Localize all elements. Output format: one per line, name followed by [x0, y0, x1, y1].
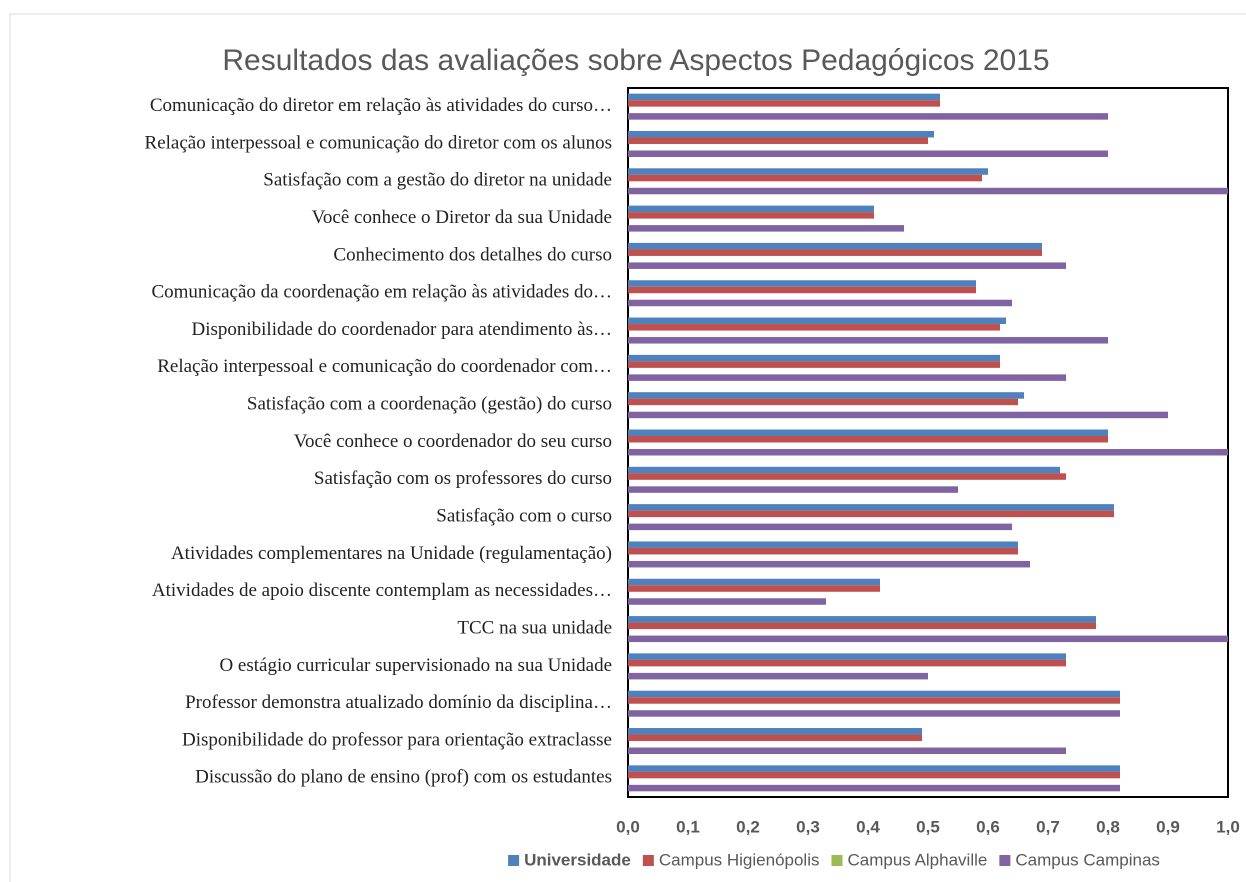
legend-swatch	[642, 855, 654, 866]
bar	[628, 547, 1018, 555]
bar	[628, 710, 1120, 717]
bar	[628, 361, 1000, 368]
bar	[628, 324, 1000, 331]
x-tick-label: 0,3	[796, 817, 820, 836]
legend-label: Universidade	[524, 850, 631, 869]
x-tick-label: 0,4	[856, 817, 880, 836]
x-tick-label: 0,0	[616, 817, 640, 836]
bar	[628, 299, 1012, 307]
category-label: Você conhece o Diretor da sua Unidade	[312, 207, 612, 228]
bar	[628, 150, 1108, 157]
category-label: Professor demonstra atualizado domínio d…	[185, 692, 612, 713]
bar	[628, 429, 1108, 436]
category-label: Comunicação da coordenação em relação às…	[151, 282, 612, 303]
bar	[628, 337, 1108, 344]
bar	[628, 784, 1120, 792]
bar	[628, 486, 958, 493]
bar	[628, 249, 1042, 256]
category-label: Atividades complementares na Unidade (re…	[171, 543, 612, 564]
bar	[628, 93, 940, 101]
bar	[628, 523, 1012, 531]
x-tick-label: 0,9	[1156, 817, 1180, 836]
x-tick-label: 1,0	[1216, 817, 1240, 836]
bar	[628, 734, 922, 742]
bar	[628, 392, 1024, 399]
bar	[628, 622, 1096, 630]
bar	[628, 466, 1060, 474]
bar	[628, 510, 1114, 518]
bar	[628, 100, 940, 107]
category-label: Satisfação com a coordenação (gestão) do…	[247, 394, 612, 415]
bar	[628, 262, 1066, 269]
category-label: Relação interpessoal e comunicação do co…	[157, 356, 612, 377]
bar	[628, 635, 1228, 643]
bar	[628, 242, 1042, 250]
bar	[628, 728, 922, 735]
category-label: Comunicação do diretor em relação às ati…	[150, 95, 612, 116]
category-label: Disponibilidade do coordenador para aten…	[191, 319, 612, 340]
bar	[628, 187, 1228, 195]
x-tick-label: 0,1	[676, 817, 700, 836]
bar	[628, 659, 1066, 667]
bar	[628, 771, 1120, 779]
category-label: Satisfação com os professores do curso	[314, 468, 612, 489]
legend-label: Campus Higienópolis	[659, 850, 820, 869]
x-tick-label: 0,2	[736, 817, 760, 836]
category-label: Atividades de apoio discente contemplam …	[152, 580, 612, 601]
bar	[628, 168, 988, 175]
bar	[628, 212, 874, 219]
bar	[628, 504, 1114, 511]
bar	[628, 765, 1120, 772]
bar	[628, 560, 1030, 568]
category-label: TCC na sua unidade	[457, 617, 612, 638]
bar	[628, 672, 928, 680]
bar	[628, 747, 1066, 755]
chart-frame	[9, 13, 1246, 882]
bar	[628, 598, 826, 605]
bar	[628, 130, 934, 138]
x-tick-label: 0,7	[1036, 817, 1060, 836]
bar	[628, 653, 1066, 660]
chart-title: Resultados das avaliações sobre Aspectos…	[222, 44, 1049, 77]
category-label: Disponibilidade do professor para orient…	[182, 729, 612, 750]
bar	[628, 541, 1018, 548]
x-tick-label: 0,5	[916, 817, 940, 836]
legend-label: Campus Campinas	[1015, 850, 1160, 869]
x-tick-label: 0,6	[976, 817, 1000, 836]
bar	[628, 585, 880, 592]
bar	[628, 578, 880, 586]
x-tick-label: 0,8	[1096, 817, 1120, 836]
bar	[628, 280, 976, 287]
bar	[628, 616, 1096, 623]
category-label: Você conhece o coordenador do seu curso	[294, 431, 612, 452]
bar	[628, 697, 1120, 704]
bar	[628, 374, 1066, 381]
bar	[628, 690, 1120, 698]
category-label: Satisfação com a gestão do diretor na un…	[263, 170, 612, 191]
bar	[628, 354, 1000, 362]
legend-swatch	[999, 855, 1011, 866]
category-label: Conhecimento dos detalhes do curso	[333, 244, 612, 265]
category-label: O estágio curricular supervisionado na s…	[219, 655, 612, 676]
category-label: Discussão do plano de ensino (prof) com …	[195, 767, 612, 788]
bar	[628, 286, 976, 294]
bar	[628, 473, 1066, 480]
legend-label: Campus Alphaville	[847, 850, 987, 869]
bar	[628, 174, 982, 182]
category-label: Satisfação com o curso	[436, 505, 612, 526]
bar	[628, 398, 1018, 406]
bar	[628, 317, 1006, 325]
legend-swatch	[831, 855, 843, 866]
bar	[628, 113, 1108, 120]
bar	[628, 225, 904, 232]
legend-swatch	[508, 855, 520, 866]
category-label: Relação interpessoal e comunicação do di…	[145, 132, 612, 153]
bar	[628, 411, 1168, 419]
bar	[628, 449, 1228, 456]
bar	[628, 205, 874, 213]
bar	[628, 436, 1108, 443]
bar	[628, 137, 928, 144]
